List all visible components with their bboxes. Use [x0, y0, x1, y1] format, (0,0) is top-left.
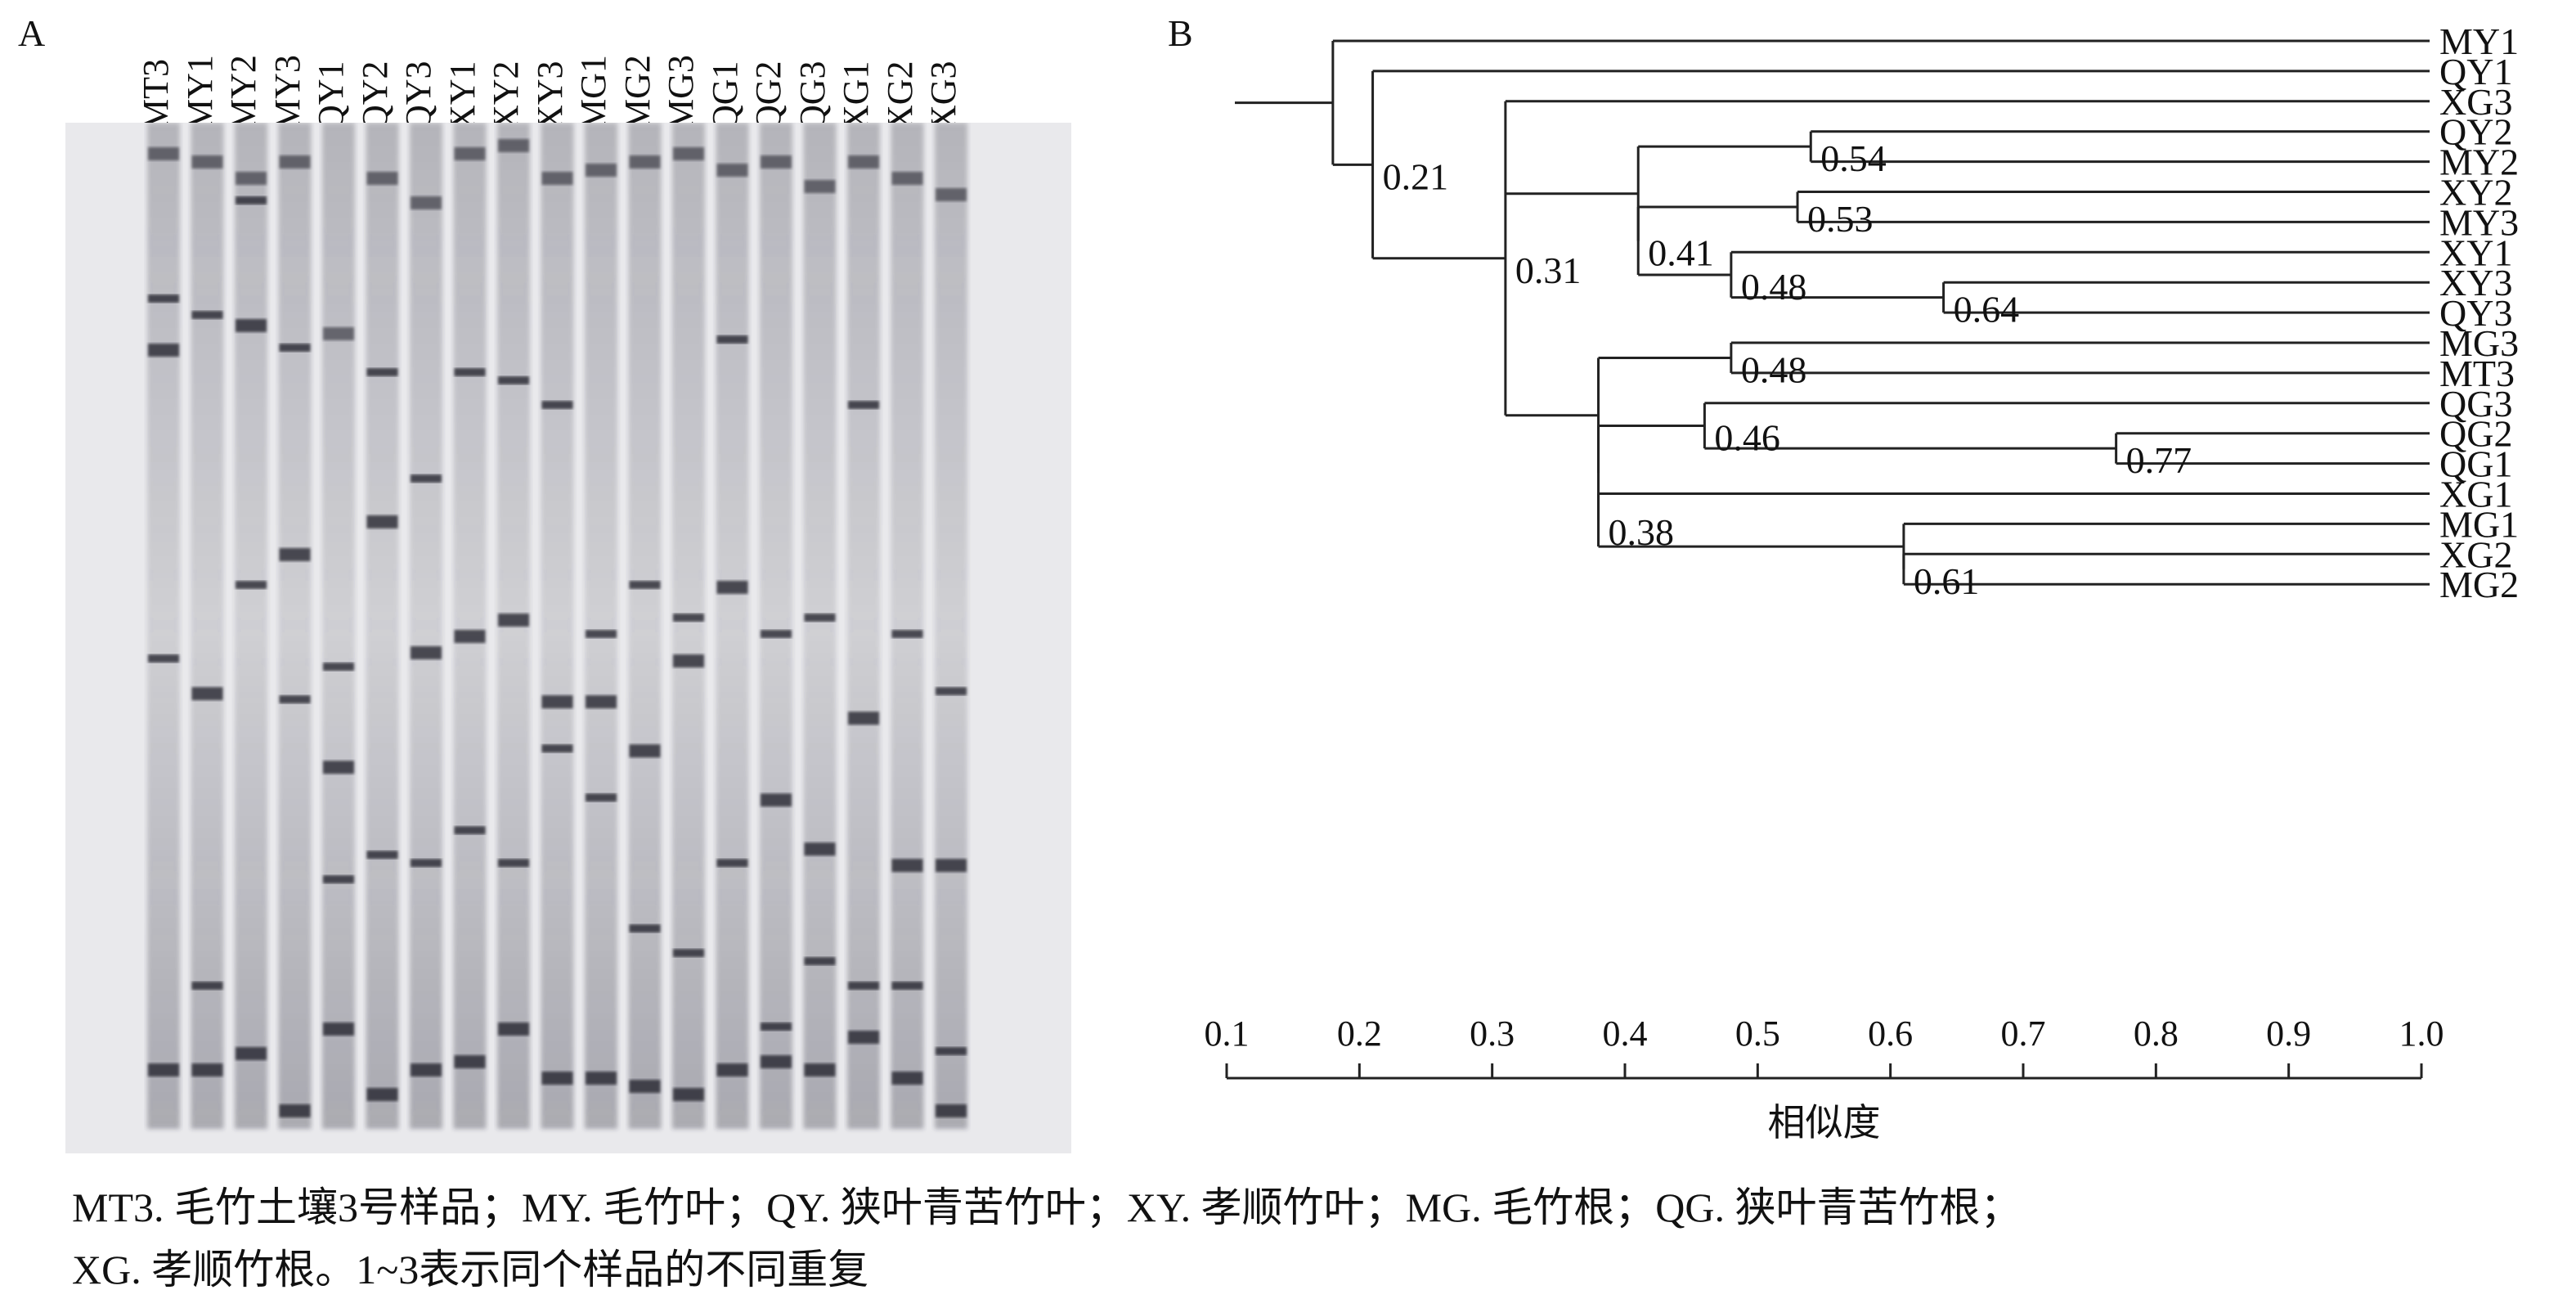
x-tick-label: 0.5 [1735, 1014, 1780, 1054]
node-label: 0.31 [1515, 249, 1582, 291]
x-tick-label: 0.3 [1470, 1014, 1515, 1054]
leaf-label: MG1 [2439, 503, 2519, 545]
node-label: 0.64 [1954, 289, 2020, 330]
node-label: 0.48 [1741, 266, 1807, 308]
lane-label-qy2: QY2 [354, 61, 395, 131]
gel-lane-xg3 [935, 123, 967, 1129]
gel-lane-xy2 [497, 123, 530, 1129]
gel-lane-xg2 [891, 123, 924, 1129]
lane-label-xy3: XY3 [529, 61, 570, 131]
node-label: 0.77 [2126, 439, 2192, 481]
node-label: 0.61 [1914, 560, 1980, 602]
lane-label-mg3: MG3 [661, 55, 701, 131]
x-tick-label: 0.4 [1603, 1014, 1648, 1054]
lane-label-mt3: MT3 [136, 59, 176, 131]
lane-label-qy3: QY3 [398, 61, 438, 131]
lane-label-qy1: QY1 [311, 61, 351, 131]
lane-label-mg2: MG2 [617, 55, 657, 131]
leaf-label: MY3 [2439, 201, 2519, 243]
lane-label-qg1: QG1 [704, 61, 745, 131]
leaf-label: MT3 [2439, 353, 2515, 394]
x-tick-label: 0.6 [1868, 1014, 1913, 1054]
leaf-label: MY2 [2439, 142, 2519, 183]
x-tick-label: 1.0 [2399, 1014, 2444, 1054]
lane-label-my2: MY2 [223, 55, 263, 131]
panel-b-letter: B [1168, 12, 1193, 54]
node-label: 0.21 [1383, 155, 1449, 197]
gel-lane-labels: MT3 MY1 MY2 MY3 QY1 QY2 QY3 XY1 XY2 XY3 MG1 MG2 MG3 Q… [0, 0, 1063, 131]
figure-caption: MT3. 毛竹土壤3号样品；MY. 毛竹叶；QY. 狭叶青苦竹叶；XY. 孝顺竹… [72, 1176, 2542, 1301]
gel-lane-mg3 [672, 123, 705, 1129]
leaf-label: QY3 [2439, 292, 2512, 334]
caption-line-1: MT3. 毛竹土壤3号样品；MY. 毛竹叶；QY. 狭叶青苦竹叶；XY. 孝顺竹… [72, 1184, 2022, 1230]
lane-label-xy1: XY1 [442, 61, 482, 131]
lane-label-qg3: QG3 [792, 61, 832, 131]
gel-lane-my1 [191, 123, 224, 1129]
lane-label-my3: MY3 [267, 55, 307, 131]
caption-line-2: XG. 孝顺竹根。1~3表示同个样品的不同重复 [72, 1247, 869, 1292]
gel-lane-qg1 [716, 123, 749, 1129]
gel-lane-xg1 [847, 123, 880, 1129]
gel-lane-xy3 [541, 123, 574, 1129]
node-label: 0.41 [1648, 231, 1714, 273]
node-label: 0.48 [1741, 348, 1807, 390]
gel-lane-qg2 [760, 123, 792, 1129]
node-label: 0.46 [1714, 416, 1780, 458]
lane-label-mg1: MG1 [573, 55, 613, 131]
x-tick-label: 0.7 [2001, 1014, 2046, 1054]
leaf-label: QY1 [2439, 51, 2512, 92]
leaf-label: XY2 [2439, 172, 2512, 214]
leaf-label: QG3 [2439, 383, 2512, 425]
gel-lane-my3 [278, 123, 312, 1129]
panel-a-letter: A [18, 12, 46, 54]
leaf-label: XG1 [2439, 474, 2512, 515]
x-tick-label: 0.1 [1205, 1014, 1250, 1054]
gel-lane-xy1 [453, 123, 487, 1129]
dendrogram: 0.54 0.53 0.64 0.48 0.41 0.48 0.77 0.46 0.61 0.38… [1205, 20, 2520, 1144]
lane-label-xg2: XG2 [879, 61, 920, 131]
x-tick-label: 0.9 [2266, 1014, 2311, 1054]
lane-label-xy2: XY2 [486, 61, 526, 131]
gel-lane-qy2 [366, 123, 399, 1129]
leaf-label: XG3 [2439, 81, 2512, 123]
lane-label-xg3: XG3 [923, 61, 963, 131]
leaf-label: MY1 [2439, 20, 2519, 62]
gel-lane-mt3 [147, 123, 180, 1129]
x-axis-title: 相似度 [1768, 1102, 1881, 1144]
leaf-label: MG2 [2439, 564, 2519, 605]
lane-label-my1: MY1 [179, 55, 220, 131]
gel-lane-my2 [235, 123, 267, 1129]
gel-lane-mg1 [585, 123, 617, 1129]
leaf-label: QY2 [2439, 111, 2512, 153]
node-label: 0.38 [1609, 511, 1675, 553]
lane-label-xg1: XG1 [836, 61, 876, 131]
node-label: 0.53 [1807, 198, 1874, 240]
leaf-label: XG2 [2439, 533, 2512, 575]
x-tick-label: 0.8 [2134, 1014, 2179, 1054]
gel-lane-mg2 [628, 123, 662, 1129]
leaf-label: MG3 [2439, 322, 2519, 364]
lane-label-qg2: QG2 [748, 61, 788, 131]
gel-lane-qy3 [410, 123, 442, 1129]
gel-lane-qg3 [803, 123, 837, 1129]
leaf-label: QG1 [2439, 443, 2512, 485]
x-tick-label: 0.2 [1337, 1014, 1382, 1054]
gel-lane-qy1 [322, 123, 355, 1129]
leaf-label: QG2 [2439, 413, 2512, 455]
leaf-label: XY1 [2439, 231, 2512, 273]
dgge-gel-image [65, 123, 1071, 1153]
leaf-label: XY3 [2439, 262, 2512, 303]
node-label: 0.54 [1820, 137, 1887, 179]
